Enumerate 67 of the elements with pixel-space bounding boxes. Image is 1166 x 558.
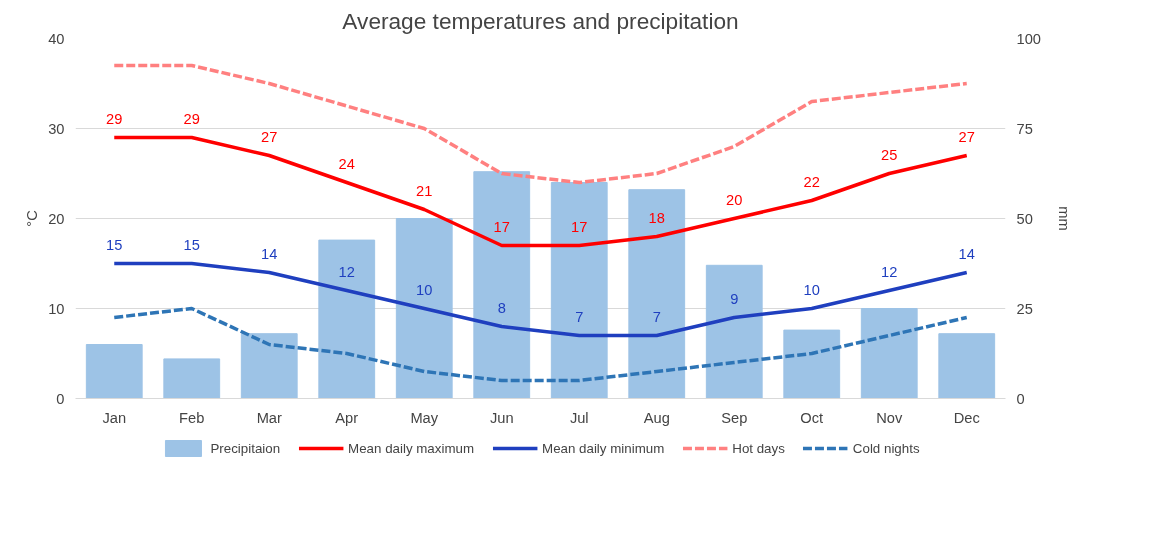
y2-tick-label: 100 <box>1016 30 1041 47</box>
data-label: 7 <box>652 308 661 325</box>
chart-title: Average temperatures and precipitation <box>342 7 739 34</box>
y2-tick-label: 25 <box>1016 300 1033 317</box>
data-label: 8 <box>497 299 506 316</box>
bar <box>550 182 608 399</box>
data-label: 21 <box>416 182 433 199</box>
data-label: 14 <box>261 245 278 262</box>
data-label: 12 <box>881 263 898 280</box>
y2-axis-title: mm <box>1055 206 1072 231</box>
bar <box>240 333 298 399</box>
x-tick-label: Jul <box>569 409 589 426</box>
x-tick-label: Jan <box>102 409 127 426</box>
x-tick-label: Mar <box>256 409 282 426</box>
data-label: 14 <box>958 245 975 262</box>
x-tick-label: Jun <box>489 409 514 426</box>
y-tick-label: 40 <box>48 30 65 47</box>
x-tick-label: Dec <box>953 409 980 426</box>
data-label: 18 <box>648 209 665 226</box>
x-tick-label: May <box>410 409 439 426</box>
data-label: 29 <box>183 110 200 127</box>
bar <box>395 218 453 399</box>
data-label: 29 <box>106 110 123 127</box>
bar <box>318 239 376 399</box>
data-label: 17 <box>493 218 510 235</box>
bar <box>860 308 918 399</box>
x-tick-label: Sep <box>721 409 748 426</box>
data-label: 17 <box>571 218 588 235</box>
data-label: 25 <box>881 146 898 163</box>
line-series <box>112 261 969 338</box>
data-label: 12 <box>338 263 355 280</box>
data-label: 15 <box>183 236 200 253</box>
bar <box>938 333 996 399</box>
x-tick-label: Nov <box>876 409 903 426</box>
bar <box>628 189 686 399</box>
bar <box>783 329 841 399</box>
y-tick-label: 0 <box>56 390 65 407</box>
legend-label: Precipitaion <box>210 440 281 456</box>
data-label: 7 <box>575 308 584 325</box>
data-label: 22 <box>803 173 820 190</box>
data-label: 27 <box>261 128 278 145</box>
x-tick-label: Aug <box>643 409 670 426</box>
y-tick-label: 10 <box>48 300 65 317</box>
y-axis-title: °C <box>24 209 41 227</box>
bar <box>85 344 143 399</box>
legend-label: Cold nights <box>852 440 920 456</box>
legend-label: Hot days <box>732 440 785 456</box>
data-label: 10 <box>416 281 433 298</box>
data-label: 9 <box>730 290 739 307</box>
legend-label: Mean daily maximum <box>348 440 475 456</box>
bar <box>163 358 221 399</box>
data-label: 27 <box>958 128 975 145</box>
y-tick-label: 20 <box>48 210 65 227</box>
x-tick-label: Feb <box>179 409 205 426</box>
data-label: 20 <box>726 191 743 208</box>
data-label: 24 <box>338 155 355 172</box>
y2-tick-label: 0 <box>1016 390 1025 407</box>
x-tick-label: Apr <box>335 409 359 426</box>
y-tick-label: 30 <box>48 120 65 137</box>
y2-tick-label: 50 <box>1016 210 1033 227</box>
bar <box>705 264 763 399</box>
data-label: 10 <box>803 281 820 298</box>
legend-label: Mean daily minimum <box>542 440 665 456</box>
data-label: 15 <box>106 236 123 253</box>
x-tick-label: Oct <box>800 409 824 426</box>
y2-tick-label: 75 <box>1016 120 1033 137</box>
bar <box>473 171 531 399</box>
